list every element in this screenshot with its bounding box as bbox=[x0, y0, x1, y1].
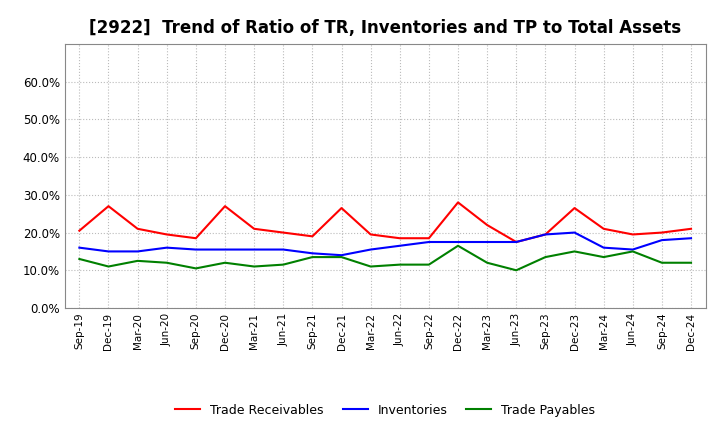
Inventories bbox=[133, 249, 142, 254]
Trade Receivables bbox=[483, 222, 492, 227]
Trade Payables bbox=[250, 264, 258, 269]
Inventories bbox=[483, 239, 492, 245]
Trade Receivables bbox=[599, 226, 608, 231]
Trade Receivables bbox=[395, 235, 404, 241]
Trade Receivables bbox=[541, 232, 550, 237]
Inventories bbox=[366, 247, 375, 252]
Trade Receivables bbox=[163, 232, 171, 237]
Trade Receivables bbox=[279, 230, 287, 235]
Inventories bbox=[629, 247, 637, 252]
Trade Receivables bbox=[570, 205, 579, 211]
Inventories bbox=[425, 239, 433, 245]
Trade Receivables bbox=[308, 234, 317, 239]
Trade Payables bbox=[629, 249, 637, 254]
Inventories bbox=[192, 247, 200, 252]
Trade Receivables bbox=[629, 232, 637, 237]
Trade Receivables bbox=[104, 204, 113, 209]
Trade Payables bbox=[599, 254, 608, 260]
Trade Payables bbox=[570, 249, 579, 254]
Trade Payables bbox=[366, 264, 375, 269]
Trade Receivables bbox=[366, 232, 375, 237]
Inventories bbox=[220, 247, 229, 252]
Trade Payables bbox=[512, 268, 521, 273]
Trade Receivables bbox=[425, 235, 433, 241]
Trade Payables bbox=[395, 262, 404, 267]
Trade Receivables bbox=[337, 205, 346, 211]
Trade Payables bbox=[75, 257, 84, 262]
Inventories bbox=[570, 230, 579, 235]
Line: Trade Receivables: Trade Receivables bbox=[79, 202, 691, 242]
Trade Payables bbox=[687, 260, 696, 265]
Trade Payables bbox=[192, 266, 200, 271]
Inventories bbox=[599, 245, 608, 250]
Trade Payables bbox=[104, 264, 113, 269]
Inventories bbox=[308, 251, 317, 256]
Trade Payables bbox=[425, 262, 433, 267]
Trade Receivables bbox=[657, 230, 666, 235]
Inventories bbox=[512, 239, 521, 245]
Trade Receivables bbox=[512, 239, 521, 245]
Trade Payables bbox=[163, 260, 171, 265]
Trade Payables bbox=[220, 260, 229, 265]
Trade Payables bbox=[657, 260, 666, 265]
Legend: Trade Receivables, Inventories, Trade Payables: Trade Receivables, Inventories, Trade Pa… bbox=[170, 399, 600, 422]
Trade Receivables bbox=[192, 235, 200, 241]
Inventories bbox=[687, 235, 696, 241]
Inventories bbox=[250, 247, 258, 252]
Trade Payables bbox=[454, 243, 462, 249]
Line: Trade Payables: Trade Payables bbox=[79, 246, 691, 270]
Inventories bbox=[337, 253, 346, 258]
Trade Receivables bbox=[220, 204, 229, 209]
Trade Payables bbox=[541, 254, 550, 260]
Inventories bbox=[541, 232, 550, 237]
Trade Payables bbox=[279, 262, 287, 267]
Trade Receivables bbox=[75, 228, 84, 233]
Inventories bbox=[454, 239, 462, 245]
Inventories bbox=[395, 243, 404, 249]
Trade Receivables bbox=[133, 226, 142, 231]
Inventories bbox=[163, 245, 171, 250]
Trade Payables bbox=[133, 258, 142, 264]
Inventories bbox=[657, 238, 666, 243]
Trade Payables bbox=[337, 254, 346, 260]
Trade Payables bbox=[308, 254, 317, 260]
Inventories bbox=[279, 247, 287, 252]
Trade Receivables bbox=[687, 226, 696, 231]
Title: [2922]  Trend of Ratio of TR, Inventories and TP to Total Assets: [2922] Trend of Ratio of TR, Inventories… bbox=[89, 19, 681, 37]
Inventories bbox=[104, 249, 113, 254]
Trade Receivables bbox=[250, 226, 258, 231]
Trade Receivables bbox=[454, 200, 462, 205]
Trade Payables bbox=[483, 260, 492, 265]
Inventories bbox=[75, 245, 84, 250]
Line: Inventories: Inventories bbox=[79, 233, 691, 255]
